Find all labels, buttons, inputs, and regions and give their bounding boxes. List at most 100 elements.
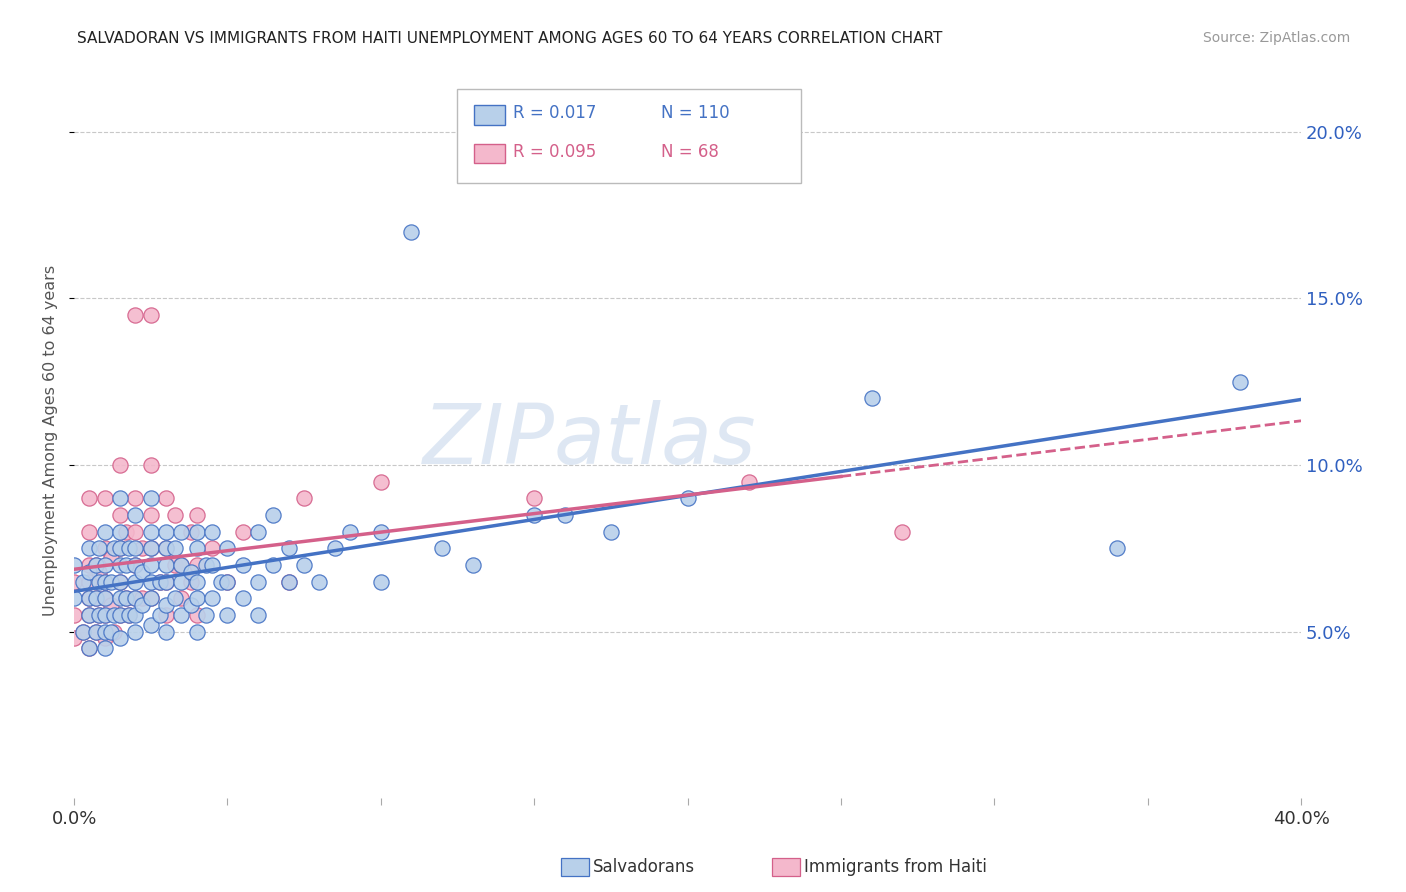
Point: [131, 598, 153, 612]
Point: [186, 508, 208, 522]
Point: [124, 591, 146, 606]
Point: [599, 524, 621, 539]
Point: [180, 524, 202, 539]
Point: [149, 574, 172, 589]
Point: [165, 591, 187, 606]
Point: [165, 541, 187, 556]
Point: [180, 598, 202, 612]
Point: [108, 541, 131, 556]
Point: [108, 574, 131, 589]
Point: [79, 524, 101, 539]
Point: [247, 524, 270, 539]
Point: [155, 607, 177, 622]
Point: [63, 632, 86, 646]
Point: [79, 565, 101, 579]
Point: [108, 458, 131, 472]
Text: Source: ZipAtlas.com: Source: ZipAtlas.com: [1202, 31, 1350, 45]
Point: [94, 574, 117, 589]
Point: [94, 491, 117, 506]
Point: [79, 558, 101, 572]
Point: [738, 475, 761, 489]
Point: [165, 558, 187, 572]
Point: [84, 591, 107, 606]
Point: [124, 607, 146, 622]
Point: [292, 558, 315, 572]
Point: [79, 591, 101, 606]
Text: R = 0.095: R = 0.095: [513, 143, 596, 161]
Point: [201, 541, 224, 556]
Point: [79, 574, 101, 589]
Point: [195, 607, 218, 622]
Point: [139, 591, 162, 606]
Point: [461, 558, 484, 572]
Point: [94, 632, 117, 646]
Point: [84, 558, 107, 572]
Point: [108, 508, 131, 522]
Point: [139, 558, 162, 572]
Point: [195, 558, 218, 572]
Point: [94, 607, 117, 622]
Point: [87, 565, 110, 579]
Point: [108, 607, 131, 622]
Point: [94, 574, 117, 589]
Point: [180, 574, 202, 589]
Text: N = 68: N = 68: [661, 143, 718, 161]
Point: [277, 574, 299, 589]
Point: [139, 541, 162, 556]
Point: [170, 524, 193, 539]
Text: ZIPatlas: ZIPatlas: [423, 400, 756, 481]
Point: [72, 624, 94, 639]
Text: SALVADORAN VS IMMIGRANTS FROM HAITI UNEMPLOYMENT AMONG AGES 60 TO 64 YEARS CORRE: SALVADORAN VS IMMIGRANTS FROM HAITI UNEM…: [77, 31, 942, 46]
Point: [139, 524, 162, 539]
Text: Salvadorans: Salvadorans: [593, 858, 696, 876]
Point: [108, 591, 131, 606]
Point: [186, 591, 208, 606]
Text: R = 0.017: R = 0.017: [513, 104, 596, 122]
Point: [103, 624, 125, 639]
Point: [115, 524, 138, 539]
Point: [170, 558, 193, 572]
Point: [87, 574, 110, 589]
Point: [108, 607, 131, 622]
Point: [155, 524, 177, 539]
Point: [124, 558, 146, 572]
Point: [139, 574, 162, 589]
Point: [72, 574, 94, 589]
Point: [108, 574, 131, 589]
Point: [676, 491, 699, 506]
Point: [139, 591, 162, 606]
Point: [63, 558, 86, 572]
Point: [79, 641, 101, 656]
Point: [139, 508, 162, 522]
Point: [115, 591, 138, 606]
Point: [131, 565, 153, 579]
Point: [201, 524, 224, 539]
Point: [209, 574, 232, 589]
Point: [323, 541, 346, 556]
Point: [186, 607, 208, 622]
Point: [401, 225, 423, 239]
Point: [430, 541, 453, 556]
Point: [124, 508, 146, 522]
Point: [124, 624, 146, 639]
Point: [186, 574, 208, 589]
Point: [131, 541, 153, 556]
Point: [139, 541, 162, 556]
Point: [100, 598, 122, 612]
Point: [232, 524, 254, 539]
Point: [108, 541, 131, 556]
Point: [115, 591, 138, 606]
Point: [155, 574, 177, 589]
Point: [87, 607, 110, 622]
Point: [339, 524, 361, 539]
Point: [277, 574, 299, 589]
Point: [155, 624, 177, 639]
Point: [94, 524, 117, 539]
Point: [370, 524, 392, 539]
Point: [554, 508, 576, 522]
Point: [84, 624, 107, 639]
Point: [79, 541, 101, 556]
Point: [165, 508, 187, 522]
Point: [149, 574, 172, 589]
Text: Immigrants from Haiti: Immigrants from Haiti: [804, 858, 987, 876]
